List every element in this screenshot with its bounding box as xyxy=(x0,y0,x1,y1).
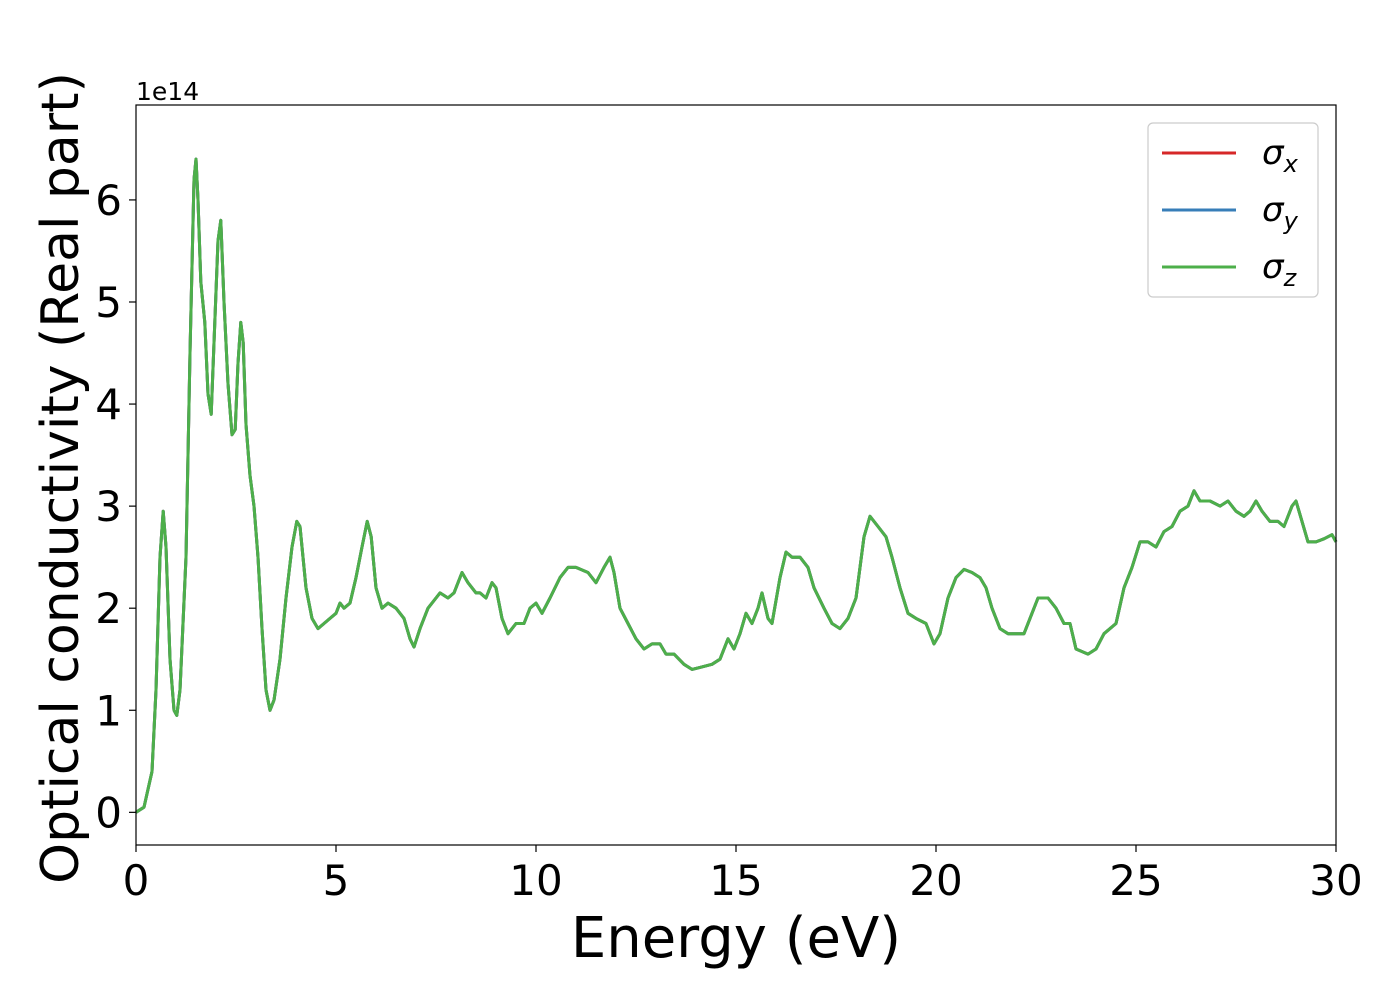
x-tick-label: 15 xyxy=(709,856,762,905)
y-tick-label: 6 xyxy=(95,176,122,225)
offset-text: 1e14 xyxy=(136,77,199,106)
plot-frame xyxy=(135,104,1337,846)
y-axis-label: Optical conductivity (Real part) xyxy=(31,72,91,884)
x-axis-label: Energy (eV) xyxy=(571,906,901,971)
y-tick-label: 5 xyxy=(95,278,122,327)
x-tick-label: 20 xyxy=(909,856,962,905)
y-tick-label: 3 xyxy=(95,482,122,531)
x-tick-label: 10 xyxy=(509,856,562,905)
x-tick-label: 0 xyxy=(123,856,150,905)
x-tick-label: 5 xyxy=(323,856,350,905)
y-tick-label: 4 xyxy=(95,380,122,429)
line-series xyxy=(135,157,1338,814)
y-tick-label: 2 xyxy=(95,584,122,633)
x-tick-label: 30 xyxy=(1309,856,1362,905)
y-tick-label: 1 xyxy=(95,686,122,735)
y-tick-label: 0 xyxy=(95,788,122,837)
x-tick-label: 25 xyxy=(1109,856,1162,905)
